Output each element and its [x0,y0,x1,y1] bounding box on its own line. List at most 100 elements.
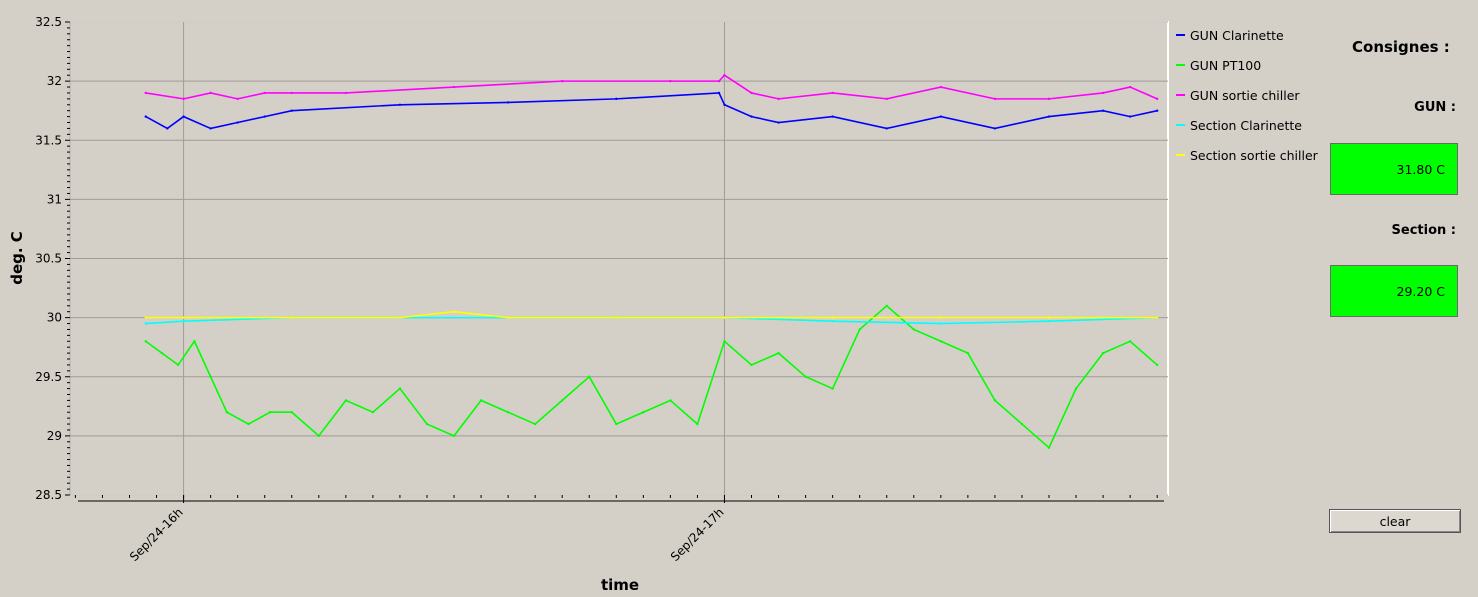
y-tick-label: 29.5 [35,370,62,384]
series-point-1 [1074,387,1078,390]
legend-label: Section sortie chiller [1190,147,1318,163]
series-line-2 [145,74,1158,100]
y-tick-label: 30 [47,311,62,325]
series-point-2 [777,97,780,101]
series-point-0 [615,97,618,101]
series-point-2 [290,91,293,95]
series-point-1 [1047,446,1051,449]
series-point-0 [831,115,834,118]
y-axis-label: deg. C [8,231,26,285]
series-point-1 [209,375,212,378]
series-point-4 [398,316,402,319]
consignes-title: Consignes : [1352,38,1450,56]
legend-label: Section Clarinette [1190,117,1302,133]
x-axis-label: time [601,576,639,594]
legend-item: Section Clarinette [1172,110,1332,140]
series-point-1 [723,340,726,343]
series-point-0 [750,115,753,118]
chart-area: 28.5 29 29.5 30 30.5 31 31.5 32 32.5 Sep/24-16h Se… [8,15,1169,594]
series-point-1 [268,411,272,414]
series-point-3 [939,322,943,325]
legend-item: GUN sortie chiller [1172,80,1332,110]
series-point-2 [263,91,266,95]
series-point-4 [615,316,618,319]
y-tick-label: 32.5 [35,15,62,29]
series-point-2 [885,97,888,101]
gun-value-box: 31.80 C [1330,143,1458,195]
series-point-4 [1155,316,1159,319]
series-point-2 [723,74,726,77]
legend-item: GUN Clarinette [1172,20,1332,50]
legend-label: GUN Clarinette [1190,27,1284,43]
series-point-0 [1101,109,1105,112]
legend-swatch [1176,94,1185,96]
series-point-1 [533,422,537,426]
x-tick-label: Sep/24-17h [668,505,727,564]
series-point-0 [993,127,997,130]
series-point-1 [939,340,943,343]
series-point-1 [993,399,997,402]
series-point-0 [1128,115,1132,118]
series-point-1 [615,422,618,426]
series-point-0 [166,127,169,130]
series-point-1 [1101,351,1105,355]
section-label: Section : [1391,223,1456,238]
series-point-4 [939,316,943,319]
series-point-0 [290,109,293,112]
series-point-4 [723,316,726,319]
series-point-1 [642,411,645,414]
series-point-2 [182,97,185,101]
legend-swatch [1176,34,1185,36]
series-point-1 [290,411,293,414]
clear-button[interactable]: clear [1329,509,1461,533]
series-point-1 [452,434,456,438]
series-point-1 [425,422,429,426]
series-point-0 [398,103,402,106]
series-point-1 [247,422,250,426]
series-point-2 [344,91,348,95]
legend-swatch [1176,64,1185,66]
y-tick-label: 29 [47,429,62,443]
series-point-4 [831,316,834,319]
series-point-1 [1155,363,1159,367]
series-point-1 [750,363,753,367]
series-point-1 [160,351,164,355]
series-point-1 [144,340,147,343]
series-point-1 [885,304,888,307]
series-point-1 [225,411,229,414]
series-point-1 [176,363,180,367]
series-point-3 [831,319,834,323]
series-point-1 [1128,340,1132,343]
y-tick-label: 30.5 [35,252,62,266]
series-point-1 [398,387,402,390]
series-point-4 [506,316,510,319]
series-point-0 [209,127,212,130]
legend-swatch [1176,124,1185,126]
series-point-2 [1047,97,1051,101]
series-point-1 [669,399,672,402]
series-point-0 [236,121,239,124]
series-line-4 [145,310,1158,319]
series-point-2 [144,91,147,95]
series-point-4 [452,310,456,313]
series-point-0 [1047,115,1051,118]
series-point-1 [858,328,861,331]
y-tick-label: 28.5 [35,488,62,502]
series-point-1 [317,434,321,438]
series-point-1 [831,387,834,390]
legend-item: GUN PT100 [1172,50,1332,80]
series-point-2 [1155,97,1159,101]
legend-label: GUN sortie chiller [1190,87,1300,103]
series-point-0 [885,127,888,130]
series-point-1 [804,375,807,378]
x-tick-label: Sep/24-16h [127,505,186,564]
legend-swatch [1176,154,1185,156]
series-point-1 [506,411,510,414]
series-point-2 [452,85,456,89]
series-point-2 [1101,91,1105,95]
series-point-2 [1128,85,1132,89]
series-point-1 [966,351,970,355]
series-point-2 [236,97,239,101]
y-tick-label: 32 [47,74,62,88]
series-point-1 [344,399,348,402]
